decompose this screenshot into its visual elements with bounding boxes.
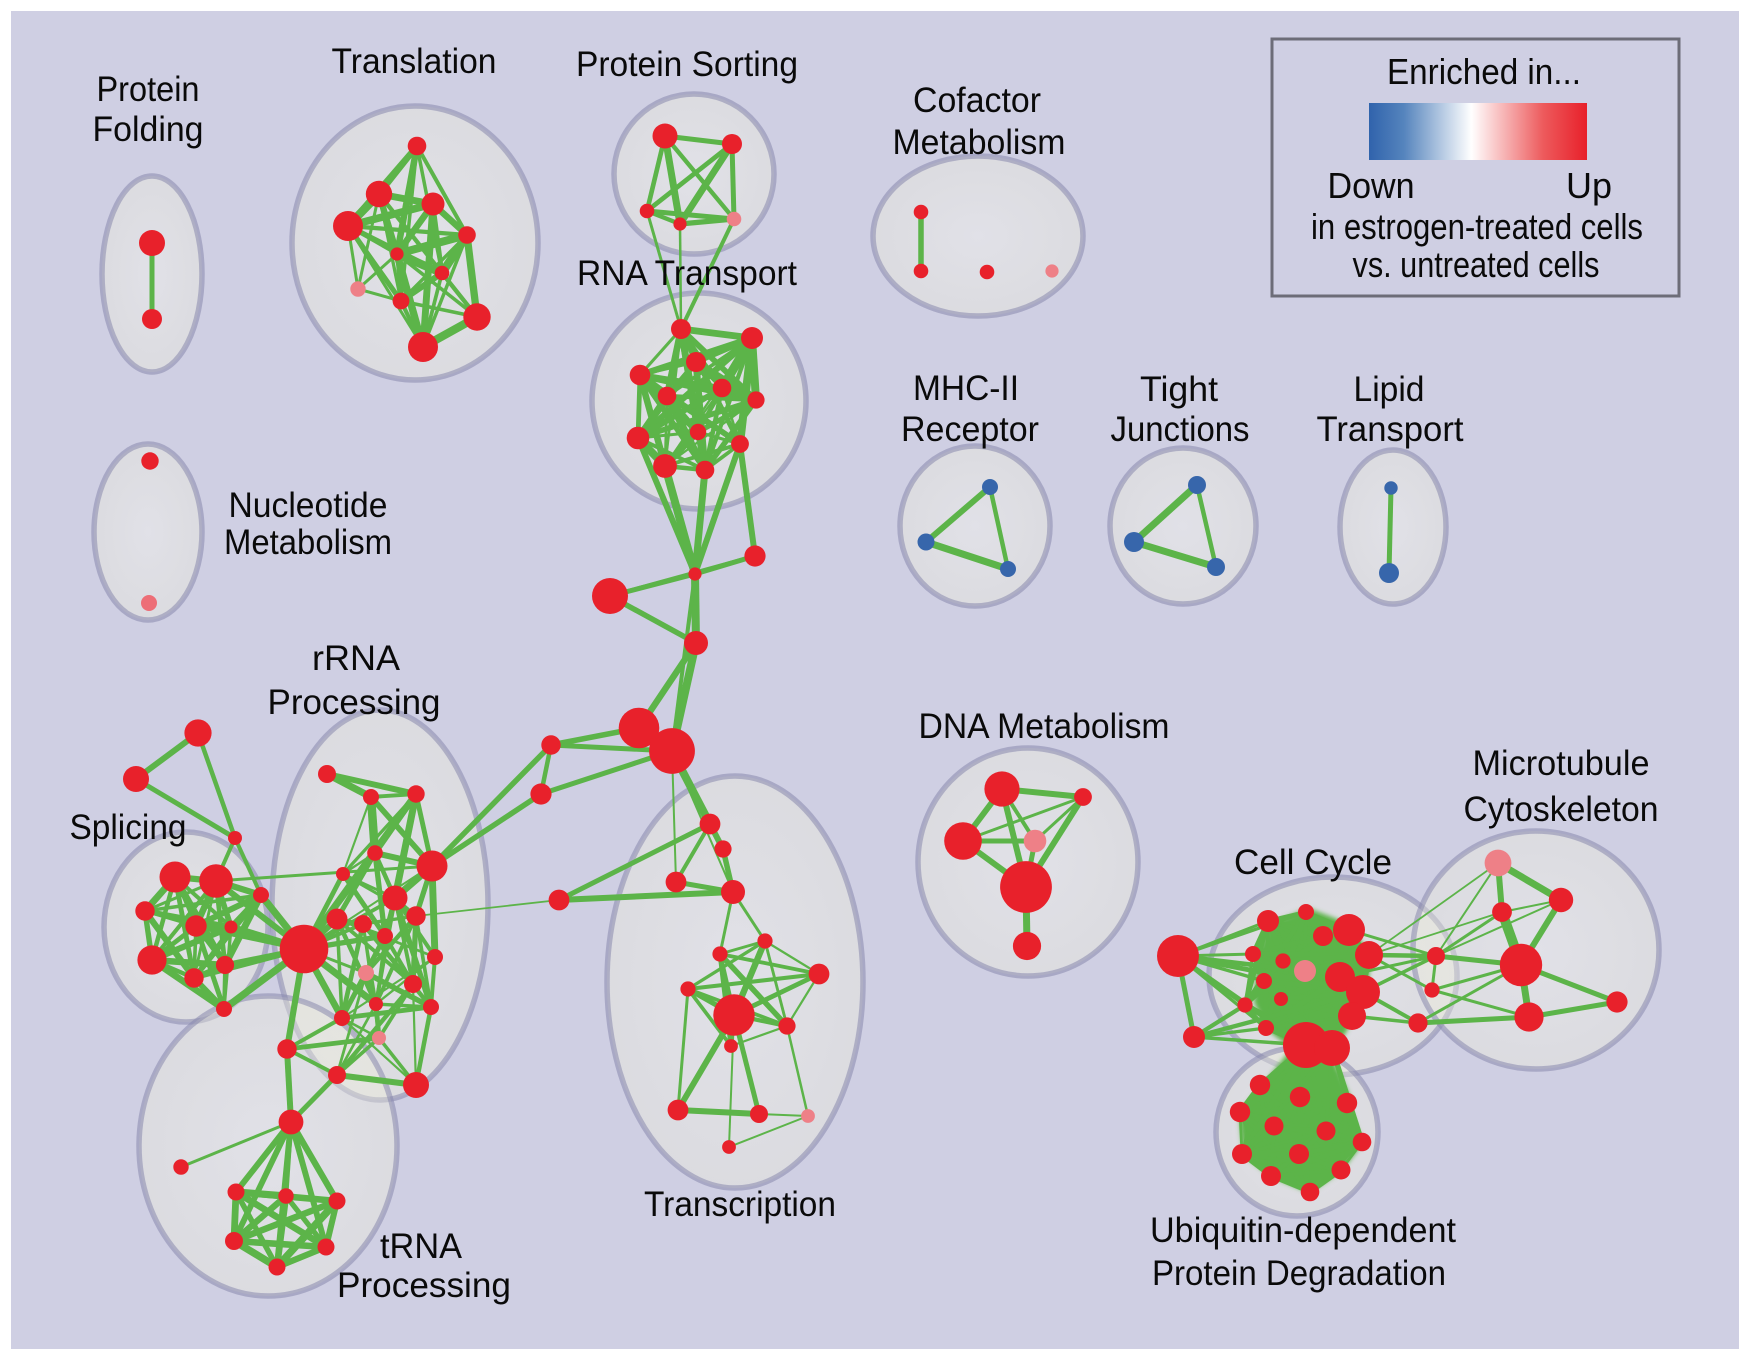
- svg-text:Cofactor: Cofactor: [913, 81, 1041, 120]
- svg-text:Tight: Tight: [1140, 370, 1218, 409]
- svg-text:Cell Cycle: Cell Cycle: [1234, 843, 1392, 882]
- svg-text:Protein Sorting: Protein Sorting: [576, 45, 798, 84]
- svg-text:Enriched in...: Enriched in...: [1387, 51, 1581, 92]
- svg-text:Transport: Transport: [1317, 410, 1464, 449]
- svg-text:Up: Up: [1566, 165, 1612, 206]
- svg-text:Receptor: Receptor: [901, 410, 1039, 449]
- svg-text:Transcription: Transcription: [644, 1185, 836, 1224]
- svg-text:Microtubule: Microtubule: [1473, 744, 1650, 783]
- svg-text:Processing: Processing: [268, 683, 441, 722]
- svg-text:Protein Degradation: Protein Degradation: [1152, 1254, 1446, 1293]
- svg-text:RNA Transport: RNA Transport: [577, 254, 797, 293]
- svg-text:Translation: Translation: [332, 42, 497, 81]
- svg-text:Metabolism: Metabolism: [893, 123, 1066, 162]
- svg-text:Nucleotide: Nucleotide: [229, 486, 388, 525]
- svg-text:Junctions: Junctions: [1111, 410, 1250, 449]
- svg-text:Ubiquitin-dependent: Ubiquitin-dependent: [1150, 1211, 1456, 1250]
- svg-text:in estrogen-treated cells: in estrogen-treated cells: [1311, 206, 1643, 247]
- svg-text:vs. untreated cells: vs. untreated cells: [1353, 244, 1600, 285]
- svg-text:Down: Down: [1328, 165, 1415, 206]
- svg-text:tRNA: tRNA: [380, 1227, 463, 1266]
- svg-text:DNA Metabolism: DNA Metabolism: [919, 707, 1170, 746]
- svg-text:Cytoskeleton: Cytoskeleton: [1464, 790, 1659, 829]
- svg-text:Folding: Folding: [93, 110, 204, 149]
- svg-text:Protein: Protein: [97, 70, 200, 109]
- svg-text:Lipid: Lipid: [1354, 370, 1425, 409]
- svg-text:Splicing: Splicing: [70, 808, 187, 847]
- svg-text:Processing: Processing: [337, 1266, 511, 1305]
- svg-text:MHC-II: MHC-II: [913, 369, 1019, 408]
- svg-text:Metabolism: Metabolism: [224, 523, 392, 562]
- svg-text:rRNA: rRNA: [312, 639, 401, 678]
